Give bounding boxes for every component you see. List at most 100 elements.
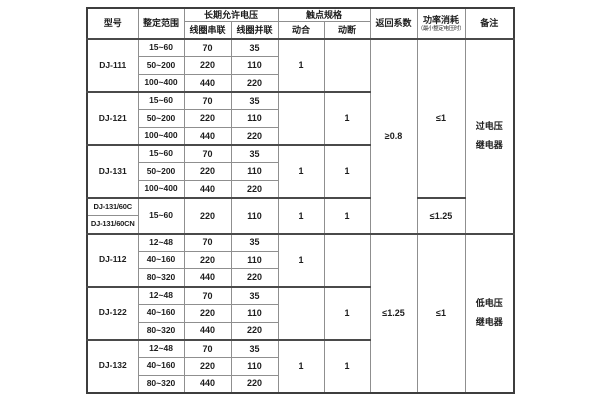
range-cell: 80~320 — [137, 321, 185, 341]
power-cell: ≤1.25 — [416, 197, 466, 235]
return-coeff-cell: ≥0.8 — [369, 38, 418, 235]
col-header-voltage-group: 长期允许电压 — [183, 7, 279, 22]
col-header-contact-nc: 动断 — [323, 20, 371, 40]
series-voltage-cell: 440 — [183, 268, 232, 288]
parallel-voltage-cell: 35 — [230, 38, 279, 58]
range-cell: 40~160 — [137, 250, 185, 270]
range-cell: 15~60 — [137, 38, 185, 58]
table-row: DJ-112 12~48 70 35 1 ≤1.25 ≤1 低电压 继电器 — [86, 232, 515, 394]
col-header-range: 整定范围 — [137, 7, 185, 40]
parallel-voltage-cell: 35 — [230, 144, 279, 164]
contact-nc-cell: 1 — [323, 197, 371, 235]
series-voltage-cell: 220 — [183, 197, 232, 235]
range-cell: 80~320 — [137, 374, 185, 394]
col-header-coil-series: 线圈串联 — [183, 20, 232, 40]
parallel-voltage-cell: 35 — [230, 232, 279, 252]
table-row: DJ-111 15~60 70 35 1 ≥0.8 ≤1 过电压 继电器 — [86, 37, 515, 235]
parallel-voltage-cell: 110 — [230, 109, 279, 128]
series-voltage-cell: 440 — [183, 126, 232, 146]
range-cell: 12~48 — [137, 232, 185, 252]
contact-nc-cell: 1 — [323, 91, 371, 146]
range-cell: 50~200 — [137, 109, 185, 128]
model-cell: DJ-112 — [86, 232, 139, 288]
relay-spec-table: 型号 整定范围 长期允许电压 触点规格 返回系数 功率消耗 （最小整定电压时） … — [86, 7, 516, 394]
series-voltage-cell: 220 — [183, 303, 232, 323]
series-voltage-cell: 440 — [183, 374, 232, 394]
series-voltage-cell: 220 — [183, 162, 232, 181]
col-header-model: 型号 — [86, 7, 139, 40]
table-row: 80~320 440 220 — [87, 321, 514, 341]
parallel-voltage-cell: 35 — [230, 338, 279, 358]
series-voltage-cell: 70 — [183, 338, 232, 358]
table-row: 100~400 440 220 — [87, 126, 514, 146]
contact-no-cell: 1 — [277, 338, 325, 394]
range-cell: 12~48 — [137, 285, 185, 305]
contact-no-cell: 1 — [277, 197, 325, 235]
series-voltage-cell: 70 — [183, 91, 232, 111]
contact-nc-cell: 1 — [323, 285, 371, 341]
contact-nc-cell: 1 — [323, 144, 371, 199]
range-cell: 100~400 — [137, 73, 185, 93]
parallel-voltage-cell: 110 — [230, 197, 279, 235]
power-header-title: 功率消耗 — [423, 14, 460, 25]
range-cell: 100~400 — [137, 180, 185, 199]
range-cell: 100~400 — [137, 126, 185, 146]
contact-nc-cell — [323, 37, 371, 93]
model-cell: DJ-121 — [86, 91, 139, 146]
series-voltage-cell: 440 — [183, 321, 232, 341]
series-voltage-cell: 440 — [183, 73, 232, 93]
series-voltage-cell: 220 — [183, 356, 232, 376]
parallel-voltage-cell: 110 — [230, 250, 279, 270]
power-header-subtitle: （最小整定电压时） — [417, 26, 465, 33]
parallel-voltage-cell: 220 — [230, 126, 279, 146]
parallel-voltage-cell: 220 — [230, 321, 279, 341]
table-row: 80~320 440 220 — [87, 374, 514, 394]
series-voltage-cell: 220 — [183, 109, 232, 128]
model-cell: DJ-122 — [86, 285, 139, 341]
parallel-voltage-cell: 110 — [230, 162, 279, 181]
col-header-contact-group: 触点规格 — [277, 7, 371, 22]
series-voltage-cell: 70 — [183, 232, 232, 252]
range-cell: 80~320 — [137, 268, 185, 288]
model-cell: DJ-131/60CN — [86, 215, 139, 235]
range-cell: 15~60 — [137, 197, 185, 235]
remark-cell: 低电压 继电器 — [464, 232, 515, 394]
table-row: DJ-131 15~60 70 35 1 1 — [86, 144, 514, 199]
col-header-coil-parallel: 线圈并联 — [230, 20, 279, 40]
contact-nc-cell: 1 — [323, 338, 371, 394]
range-cell: 40~160 — [137, 303, 185, 323]
power-cell: ≤1 — [416, 37, 466, 199]
contact-no-cell: 1 — [277, 232, 325, 288]
return-coeff-cell: ≤1.25 — [369, 232, 418, 394]
parallel-voltage-cell: 220 — [230, 374, 279, 394]
range-cell: 15~60 — [137, 91, 185, 111]
series-voltage-cell: 220 — [183, 250, 232, 270]
parallel-voltage-cell: 110 — [230, 356, 279, 376]
power-cell: ≤1 — [416, 232, 466, 394]
model-cell: DJ-131/60C — [86, 197, 139, 217]
series-voltage-cell: 70 — [183, 144, 232, 164]
parallel-voltage-cell: 35 — [230, 91, 279, 111]
model-cell: DJ-132 — [86, 338, 139, 394]
contact-no-cell — [277, 285, 325, 341]
table-row: DJ-122 12~48 70 35 1 — [86, 285, 514, 341]
parallel-voltage-cell: 220 — [230, 73, 279, 93]
range-cell: 15~60 — [137, 144, 185, 164]
contact-nc-cell — [323, 232, 371, 288]
table-row: 80~320 440 220 — [87, 268, 514, 288]
series-voltage-cell: 220 — [183, 56, 232, 75]
remark-cell: 过电压 继电器 — [464, 38, 515, 235]
table-row: 50~200 220 110 — [87, 56, 514, 75]
range-cell: 50~200 — [137, 56, 185, 75]
col-header-contact-no: 动合 — [277, 20, 325, 40]
parallel-voltage-cell: 110 — [230, 56, 279, 75]
series-voltage-cell: 70 — [183, 285, 232, 305]
range-cell: 12~48 — [137, 338, 185, 358]
col-header-return-coeff: 返回系数 — [369, 7, 418, 40]
table-row: 50~200 220 110 — [87, 109, 514, 128]
range-cell: 50~200 — [137, 162, 185, 181]
contact-no-cell: 1 — [277, 144, 325, 199]
contact-no-cell: 1 — [277, 37, 325, 93]
table-row: DJ-131/60C 15~60 220 110 1 1 ≤1.25 — [86, 197, 514, 235]
